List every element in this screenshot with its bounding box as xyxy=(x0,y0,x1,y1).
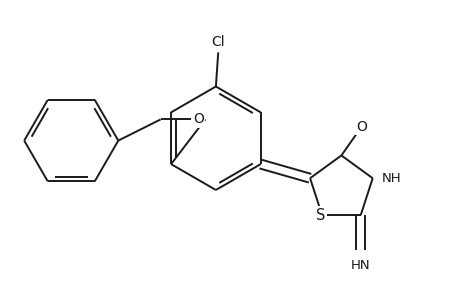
Text: Cl: Cl xyxy=(211,35,224,49)
Text: NH: NH xyxy=(381,172,401,185)
Text: HN: HN xyxy=(350,259,370,272)
Text: O: O xyxy=(355,120,366,134)
Text: S: S xyxy=(315,208,325,223)
Text: O: O xyxy=(192,112,203,126)
